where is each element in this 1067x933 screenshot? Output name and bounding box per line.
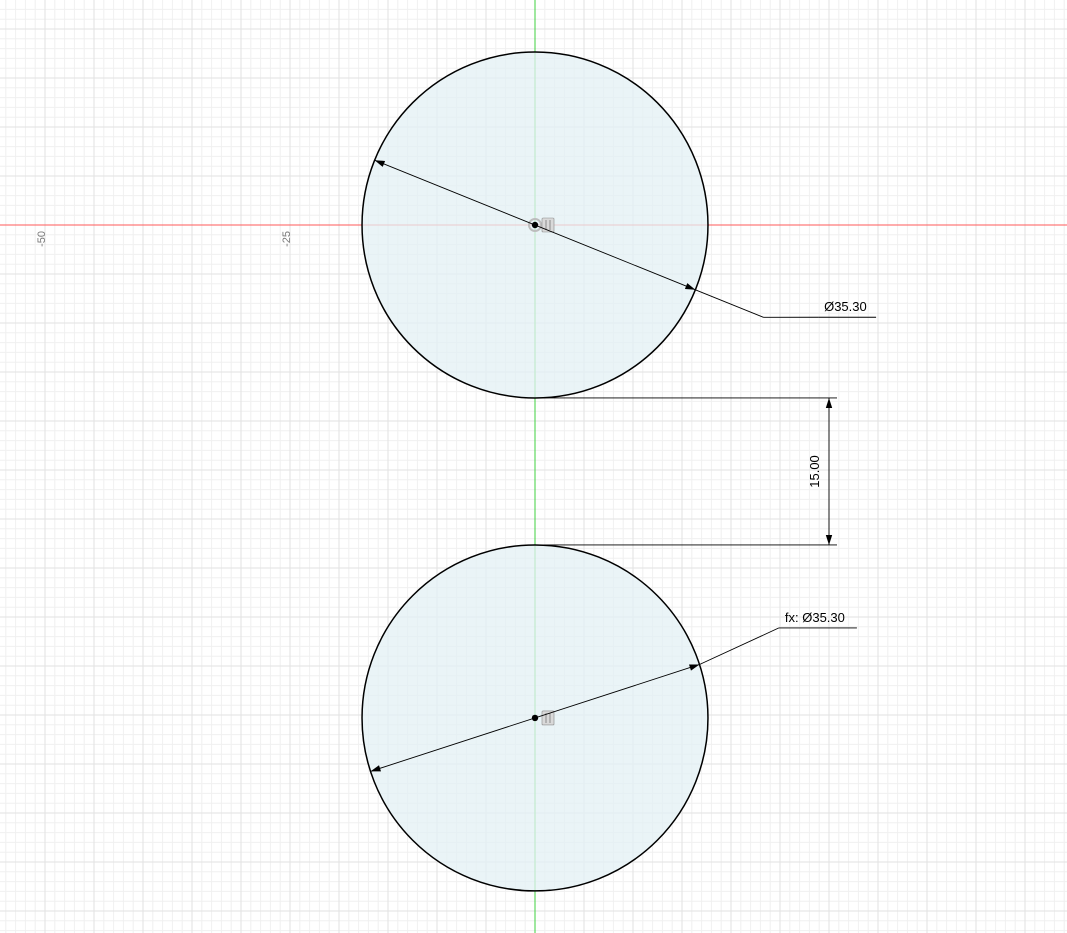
sketch-canvas[interactable]: -50 -25 Ø35.30 fx: Ø35.30 15.00	[0, 0, 1067, 933]
ruler-label: -50	[36, 231, 48, 247]
dimension-gap[interactable]: 15.00	[535, 398, 837, 545]
ruler-label: -25	[281, 231, 293, 247]
constraint-glyph	[542, 711, 554, 725]
dimension-label: 15.00	[807, 455, 822, 488]
dimension-label: Ø35.30	[824, 299, 867, 314]
dimension-label: fx: Ø35.30	[785, 610, 845, 625]
